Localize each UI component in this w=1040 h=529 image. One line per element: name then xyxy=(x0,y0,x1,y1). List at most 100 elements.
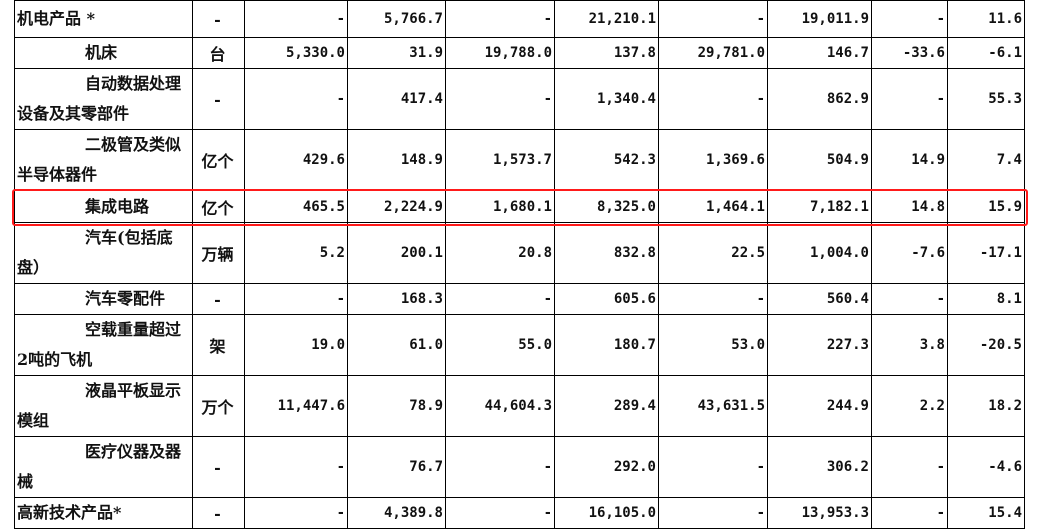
value-cell: 1,573.7 xyxy=(445,129,555,191)
value-cell: 289.4 xyxy=(554,375,659,437)
table-row: 机床台 5,330.0 31.9 19,788.0 137.8 29,781.0 146.7… xyxy=(14,37,1025,69)
value-cell: 8,325.0 xyxy=(554,190,659,223)
value-cell: 8.1 xyxy=(947,283,1025,315)
table-row: 液晶平板显示模组 万个 11,447.6 78.9 44,604.3 289.4 43,63… xyxy=(14,375,1025,437)
value-cell: 61.0 xyxy=(347,314,446,376)
value-cell: 55.0 xyxy=(445,314,555,376)
table-row-highlighted: 集成电路 亿个 465.5 2,224.9 1,680.1 8,325.0 1,464.1 7… xyxy=(14,190,1025,223)
value-cell: - xyxy=(871,283,948,315)
value-cell: 1,680.1 xyxy=(445,190,555,223)
table-row: 二极管及类似半导体器件 亿个 429.6 148.9 1,573.7 542.3 1,369… xyxy=(14,129,1025,191)
value-cell: 2,224.9 xyxy=(347,190,446,223)
value-cell: 20.8 xyxy=(445,222,555,284)
product-name: 汽车(包括底盘） xyxy=(14,222,193,284)
value-cell: 2.2 xyxy=(871,375,948,437)
table-row: 空载重量超过2吨的飞机架 19.0 61.0 55.0 180.7 53.0 227.3 3.… xyxy=(14,314,1025,376)
value-cell: 22.5 xyxy=(658,222,768,284)
value-cell: - xyxy=(244,0,348,38)
table-row: 医疗仪器及器械 - -76.7-292.0-306.2- -4.6 xyxy=(14,436,1025,498)
value-cell: 832.8 xyxy=(554,222,659,284)
value-cell: 5,330.0 xyxy=(244,37,348,69)
value-cell: 560.4 xyxy=(767,283,872,315)
table-row: 机电产品 * - -5,766.7-21,210.1-19,011.9-11.6 xyxy=(14,0,1025,38)
value-cell: 13,953.3 xyxy=(767,497,872,529)
value-cell: - xyxy=(445,497,555,529)
value-cell: 7,182.1 xyxy=(767,190,872,223)
value-cell: - xyxy=(871,68,948,130)
value-cell: -4.6 xyxy=(947,436,1025,498)
value-cell: 21,210.1 xyxy=(554,0,659,38)
value-cell: 1,004.0 xyxy=(767,222,872,284)
value-cell: 29,781.0 xyxy=(658,37,768,69)
value-cell: 19,788.0 xyxy=(445,37,555,69)
value-cell: 5.2 xyxy=(244,222,348,284)
value-cell: 1,464.1 xyxy=(658,190,768,223)
value-cell: 15.4 xyxy=(947,497,1025,529)
value-cell: 7.4 xyxy=(947,129,1025,191)
value-cell: 31.9 xyxy=(347,37,446,69)
value-cell: - xyxy=(871,436,948,498)
unit-cell: 架 xyxy=(192,314,245,376)
table-row: 自动数据处理设备及其零部件 - -417.4-1,340.4-862.9-55.3 xyxy=(14,68,1025,130)
value-cell: - xyxy=(445,436,555,498)
product-name: 自动数据处理设备及其零部件 xyxy=(14,68,193,130)
value-cell: 168.3 xyxy=(347,283,446,315)
value-cell: 53.0 xyxy=(658,314,768,376)
table-row: 汽车(包括底盘） 万辆 5.2 200.1 20.8 832.8 22.5 1,004.0 -7… xyxy=(14,222,1025,284)
value-cell: 5,766.7 xyxy=(347,0,446,38)
product-name: 汽车零配件 xyxy=(14,283,193,315)
value-cell: 14.8 xyxy=(871,190,948,223)
table-row: 高新技术产品* - -4,389.8-16,105.0-13,953.3-15.4 xyxy=(14,497,1025,529)
value-cell: - xyxy=(244,283,348,315)
unit-cell: 万辆 xyxy=(192,222,245,284)
unit-cell: 台 xyxy=(192,37,245,69)
value-cell: 306.2 xyxy=(767,436,872,498)
product-name: 医疗仪器及器械 xyxy=(14,436,193,498)
value-cell: - xyxy=(244,497,348,529)
value-cell: 605.6 xyxy=(554,283,659,315)
value-cell: - xyxy=(871,497,948,529)
product-name: 高新技术产品* xyxy=(14,497,193,529)
value-cell: 3.8 xyxy=(871,314,948,376)
value-cell: - xyxy=(445,0,555,38)
value-cell: 16,105.0 xyxy=(554,497,659,529)
value-cell: 11,447.6 xyxy=(244,375,348,437)
value-cell: -33.6 xyxy=(871,37,948,69)
value-cell: 44,604.3 xyxy=(445,375,555,437)
value-cell: - xyxy=(871,0,948,38)
unit-cell: - xyxy=(192,0,245,38)
value-cell: -6.1 xyxy=(947,37,1025,69)
value-cell: 1,340.4 xyxy=(554,68,659,130)
value-cell: 4,389.8 xyxy=(347,497,446,529)
value-cell: - xyxy=(658,436,768,498)
product-name: 机电产品 * xyxy=(14,0,193,38)
value-cell: 862.9 xyxy=(767,68,872,130)
value-cell: - xyxy=(658,0,768,38)
value-cell: 146.7 xyxy=(767,37,872,69)
table-row: 汽车零配件 - -168.3-605.6-560.4-8.1 xyxy=(14,283,1025,315)
value-cell: - xyxy=(658,283,768,315)
product-name: 空载重量超过2吨的飞机 xyxy=(14,314,193,376)
value-cell: 43,631.5 xyxy=(658,375,768,437)
value-cell: - xyxy=(658,68,768,130)
value-cell: 227.3 xyxy=(767,314,872,376)
value-cell: - xyxy=(658,497,768,529)
value-cell: 18.2 xyxy=(947,375,1025,437)
value-cell: 180.7 xyxy=(554,314,659,376)
unit-cell: - xyxy=(192,68,245,130)
value-cell: 19.0 xyxy=(244,314,348,376)
value-cell: 244.9 xyxy=(767,375,872,437)
value-cell: 200.1 xyxy=(347,222,446,284)
product-name: 二极管及类似半导体器件 xyxy=(14,129,193,191)
product-name: 集成电路 xyxy=(14,190,193,223)
product-name: 液晶平板显示模组 xyxy=(14,375,193,437)
value-cell: - xyxy=(244,436,348,498)
value-cell: - xyxy=(445,68,555,130)
value-cell: 15.9 xyxy=(947,190,1025,223)
unit-cell: - xyxy=(192,283,245,315)
value-cell: 19,011.9 xyxy=(767,0,872,38)
value-cell: - xyxy=(445,283,555,315)
unit-cell: - xyxy=(192,436,245,498)
value-cell: -7.6 xyxy=(871,222,948,284)
value-cell: 55.3 xyxy=(947,68,1025,130)
